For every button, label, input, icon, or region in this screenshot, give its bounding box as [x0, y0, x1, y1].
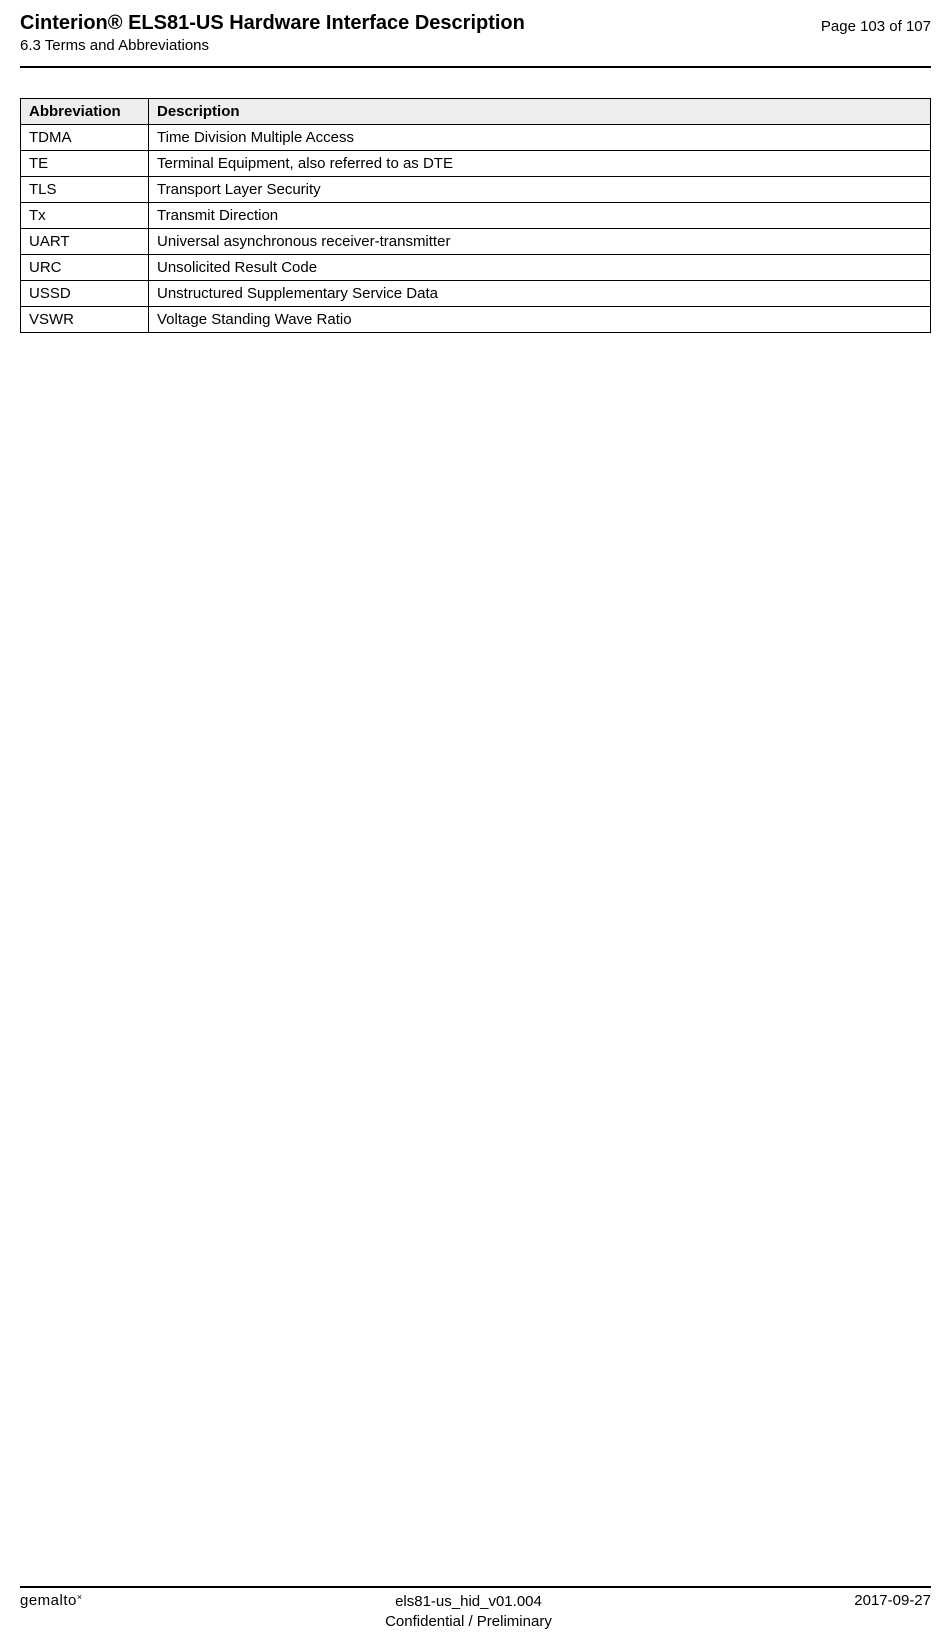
cell-abbr: Tx	[21, 203, 149, 229]
brand-text: gemalto	[20, 1592, 77, 1609]
cell-desc: Transmit Direction	[149, 203, 931, 229]
cell-desc: Transport Layer Security	[149, 177, 931, 203]
section-title: 6.3 Terms and Abbreviations	[20, 37, 931, 54]
cell-abbr: TLS	[21, 177, 149, 203]
page-header: Cinterion® ELS81-US Hardware Interface D…	[0, 0, 951, 60]
cell-desc: Voltage Standing Wave Ratio	[149, 307, 931, 333]
cell-desc: Unstructured Supplementary Service Data	[149, 281, 931, 307]
cell-desc: Unsolicited Result Code	[149, 255, 931, 281]
cell-abbr: TE	[21, 151, 149, 177]
cell-abbr: TDMA	[21, 125, 149, 151]
table-row: UART Universal asynchronous receiver-tra…	[21, 229, 931, 255]
table-row: URC Unsolicited Result Code	[21, 255, 931, 281]
table-row: TE Terminal Equipment, also referred to …	[21, 151, 931, 177]
cell-abbr: VSWR	[21, 307, 149, 333]
footer-row: gemalto× els81-us_hid_v01.004 Confidenti…	[20, 1592, 931, 1631]
content-area: Abbreviation Description TDMA Time Divis…	[0, 68, 951, 333]
page: Cinterion® ELS81-US Hardware Interface D…	[0, 0, 951, 1641]
col-header-abbreviation: Abbreviation	[21, 99, 149, 125]
cell-desc: Universal asynchronous receiver-transmit…	[149, 229, 931, 255]
page-number: Page 103 of 107	[821, 18, 931, 35]
table-row: USSD Unstructured Supplementary Service …	[21, 281, 931, 307]
cell-abbr: UART	[21, 229, 149, 255]
page-footer: gemalto× els81-us_hid_v01.004 Confidenti…	[0, 1586, 951, 1631]
table-row: Tx Transmit Direction	[21, 203, 931, 229]
cell-abbr: URC	[21, 255, 149, 281]
abbreviations-table: Abbreviation Description TDMA Time Divis…	[20, 98, 931, 333]
footer-rule	[20, 1586, 931, 1588]
footer-date: 2017-09-27	[854, 1592, 931, 1609]
footer-brand: gemalto×	[20, 1592, 83, 1609]
classification: Confidential / Preliminary	[83, 1612, 855, 1632]
brand-mark-icon: ×	[77, 1592, 83, 1602]
header-row: Cinterion® ELS81-US Hardware Interface D…	[20, 12, 931, 35]
doc-id: els81-us_hid_v01.004	[83, 1592, 855, 1612]
cell-desc: Time Division Multiple Access	[149, 125, 931, 151]
cell-abbr: USSD	[21, 281, 149, 307]
cell-desc: Terminal Equipment, also referred to as …	[149, 151, 931, 177]
table-header-row: Abbreviation Description	[21, 99, 931, 125]
footer-center: els81-us_hid_v01.004 Confidential / Prel…	[83, 1592, 855, 1631]
table-row: TLS Transport Layer Security	[21, 177, 931, 203]
table-row: VSWR Voltage Standing Wave Ratio	[21, 307, 931, 333]
doc-title: Cinterion® ELS81-US Hardware Interface D…	[20, 12, 525, 35]
table-row: TDMA Time Division Multiple Access	[21, 125, 931, 151]
col-header-description: Description	[149, 99, 931, 125]
